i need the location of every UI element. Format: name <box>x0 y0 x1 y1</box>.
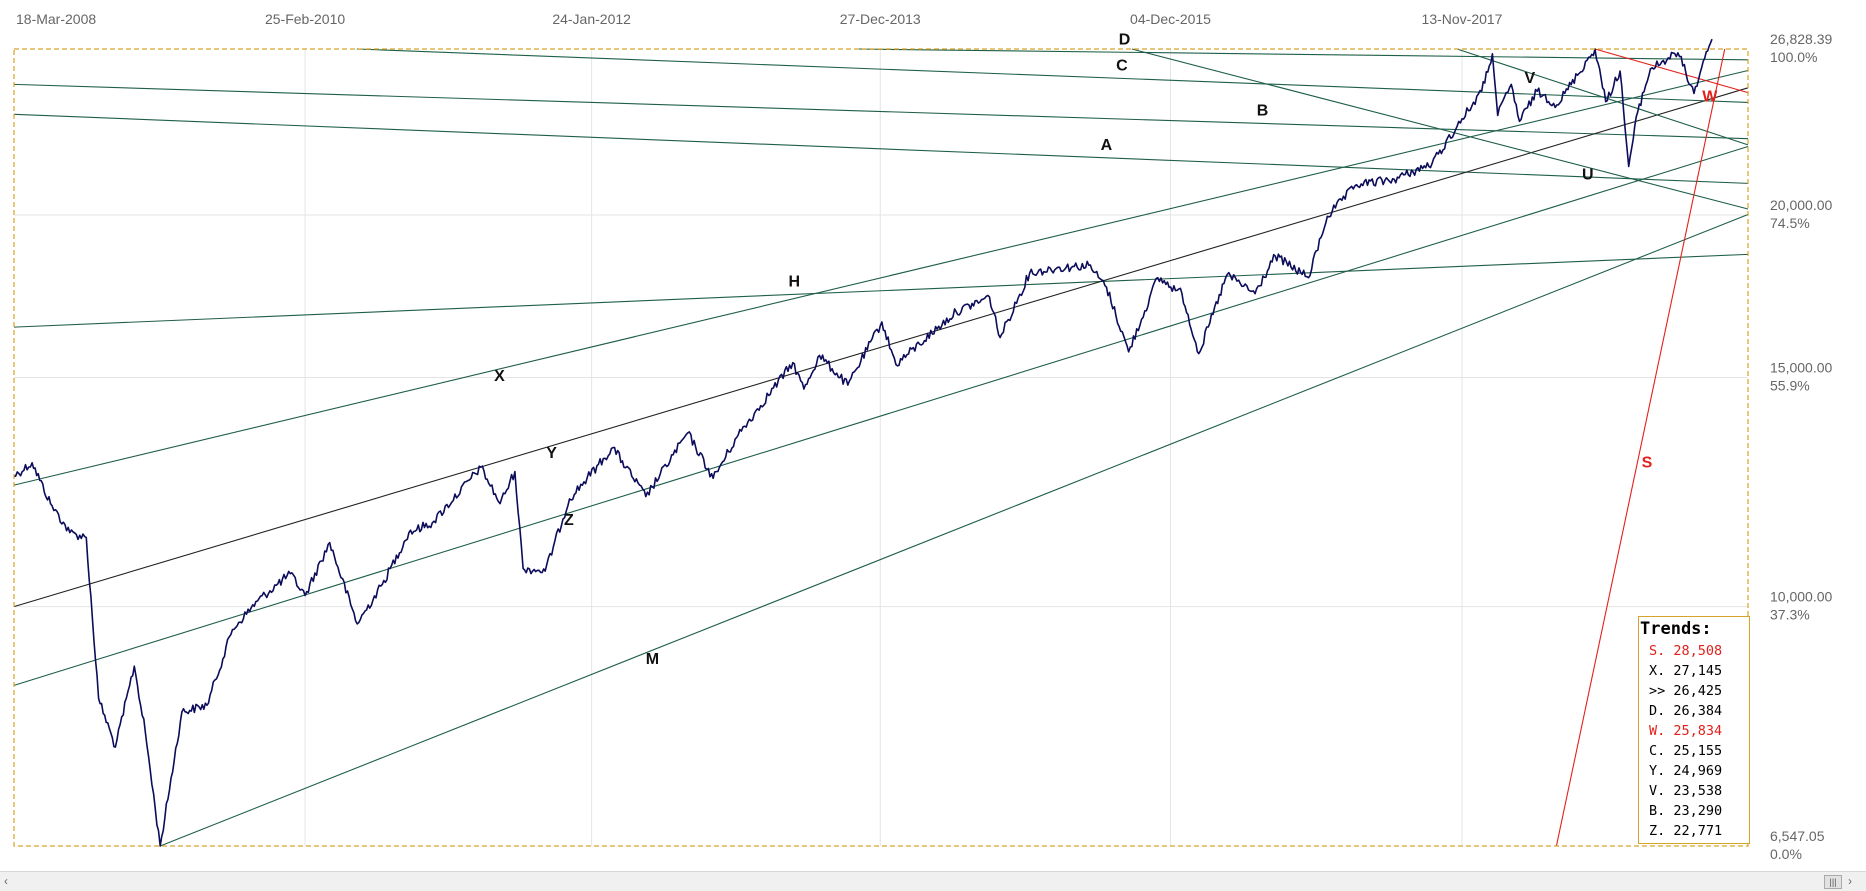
y-tick-value: 26,828.39 <box>1770 31 1832 47</box>
trend-row-value: 24,969 <box>1665 763 1723 779</box>
chart-canvas: 18-Mar-2008 25-Feb-2010 24-Jan-2012 27-Dec-… <box>13 11 1832 862</box>
x-tick-label: 18-Mar-2008 <box>16 11 96 27</box>
scroll-right-arrow-icon[interactable]: › <box>1848 874 1852 888</box>
trendline-W <box>1594 48 1749 94</box>
y-tick-value: 10,000.00 <box>1770 589 1832 605</box>
trends-rows: S. 28,508 X. 27,145 >> 26,425 D. 26,384 W. 2… <box>1639 641 1749 841</box>
trend-row: S. 28,508 <box>1639 641 1749 661</box>
trendline-label-S: S <box>1642 454 1653 471</box>
trendline-label-C: C <box>1116 57 1128 74</box>
trend-row: Y. 24,969 <box>1639 761 1749 781</box>
trendline-Z <box>13 145 1749 686</box>
trend-row: >> 26,425 <box>1639 681 1749 701</box>
trendline-label-D: D <box>1119 31 1131 48</box>
trendline-label-V: V <box>1524 70 1535 87</box>
trends-title: Trends: <box>1640 619 1712 639</box>
trendline-H <box>13 253 1749 328</box>
trend-row-value: 25,155 <box>1665 743 1723 759</box>
trend-row-label: C. <box>1649 743 1666 759</box>
trend-row-value: 25,834 <box>1665 723 1723 739</box>
plot-frame <box>13 48 1749 847</box>
trend-row-label: V. <box>1649 783 1666 799</box>
y-axis-ticks: 26,828.39 100.0% 20,000.00 74.5% 15,000.00 55… <box>1770 31 1832 862</box>
trendline-label-Z: Z <box>564 512 574 529</box>
trend-row: X. 27,145 <box>1639 661 1749 681</box>
trendline-label-W: W <box>1702 89 1718 106</box>
trend-row: B. 23,290 <box>1639 801 1749 821</box>
trend-row-label: W. <box>1649 723 1666 739</box>
grid <box>14 49 1748 846</box>
trendline-B <box>13 83 1749 140</box>
trend-row: Z. 22,771 <box>1639 821 1749 841</box>
trend-row-label: B. <box>1649 803 1666 819</box>
trend-row-label: >> <box>1649 683 1666 699</box>
x-axis-ticks: 18-Mar-2008 25-Feb-2010 24-Jan-2012 27-Dec-… <box>16 11 1503 27</box>
trendline-A <box>13 113 1749 184</box>
trendline-M <box>159 213 1749 847</box>
trend-row-label: Y. <box>1649 763 1666 779</box>
price-series <box>13 38 1713 847</box>
trend-row-value: 28,508 <box>1665 643 1723 659</box>
trendline-D <box>857 48 1749 61</box>
trendline-Y <box>13 87 1749 608</box>
trendline-X <box>13 69 1749 486</box>
x-tick-label: 04-Dec-2015 <box>1130 11 1211 27</box>
trendline-C <box>356 48 1749 104</box>
y-tick-value: 20,000.00 <box>1770 197 1832 213</box>
y-tick-value: 15,000.00 <box>1770 360 1832 376</box>
trendline-V <box>1456 48 1749 146</box>
horizontal-scrollbar[interactable]: ‹ ||| › <box>0 871 1866 891</box>
trend-row-value: 22,771 <box>1665 823 1723 839</box>
trend-row-value: 26,425 <box>1665 683 1723 699</box>
trend-row: C. 25,155 <box>1639 741 1749 761</box>
x-tick-label: 24-Jan-2012 <box>552 11 631 27</box>
trend-row-value: 23,290 <box>1665 803 1723 819</box>
trendline-label-X: X <box>494 368 505 385</box>
trendline-S <box>1555 48 1726 847</box>
trend-row: V. 23,538 <box>1639 781 1749 801</box>
trend-row-label: S. <box>1649 643 1666 659</box>
trendline-label-H: H <box>789 273 801 290</box>
x-tick-label: 27-Dec-2013 <box>840 11 921 27</box>
trends-panel: Trends: S. 28,508 X. 27,145 >> 26,425 D. 26… <box>1638 616 1750 844</box>
trendlines <box>13 48 1749 847</box>
y-tick-value: 6,547.05 <box>1770 828 1825 844</box>
y-tick-percent: 37.3% <box>1770 607 1810 623</box>
trendline-labels: A B H X Y Z M CD U V W S <box>494 31 1718 668</box>
scroll-thumb[interactable]: ||| <box>1824 875 1842 889</box>
x-tick-label: 13-Nov-2017 <box>1422 11 1503 27</box>
scroll-left-arrow-icon[interactable]: ‹ <box>4 874 8 888</box>
y-tick-percent: 100.0% <box>1770 49 1817 65</box>
y-tick-percent: 55.9% <box>1770 378 1810 394</box>
trendline-label-U: U <box>1582 166 1594 183</box>
price-line <box>13 38 1713 847</box>
y-tick-percent: 0.0% <box>1770 846 1802 862</box>
trend-row: D. 26,384 <box>1639 701 1749 721</box>
trend-row-value: 27,145 <box>1665 663 1723 679</box>
trend-row-label: Z. <box>1649 823 1666 839</box>
x-tick-label: 25-Feb-2010 <box>265 11 345 27</box>
trendline-label-B: B <box>1257 102 1269 119</box>
trend-row-label: X. <box>1649 663 1666 679</box>
trendline-U <box>1131 48 1749 210</box>
trend-row-label: D. <box>1649 703 1666 719</box>
trend-row: W. 25,834 <box>1639 721 1749 741</box>
trend-row-value: 23,538 <box>1665 783 1723 799</box>
trend-row-value: 26,384 <box>1665 703 1723 719</box>
y-tick-percent: 74.5% <box>1770 215 1810 231</box>
trendline-label-Y: Y <box>546 445 557 462</box>
trendline-label-A: A <box>1101 137 1113 154</box>
trendline-label-M: M <box>646 651 659 668</box>
